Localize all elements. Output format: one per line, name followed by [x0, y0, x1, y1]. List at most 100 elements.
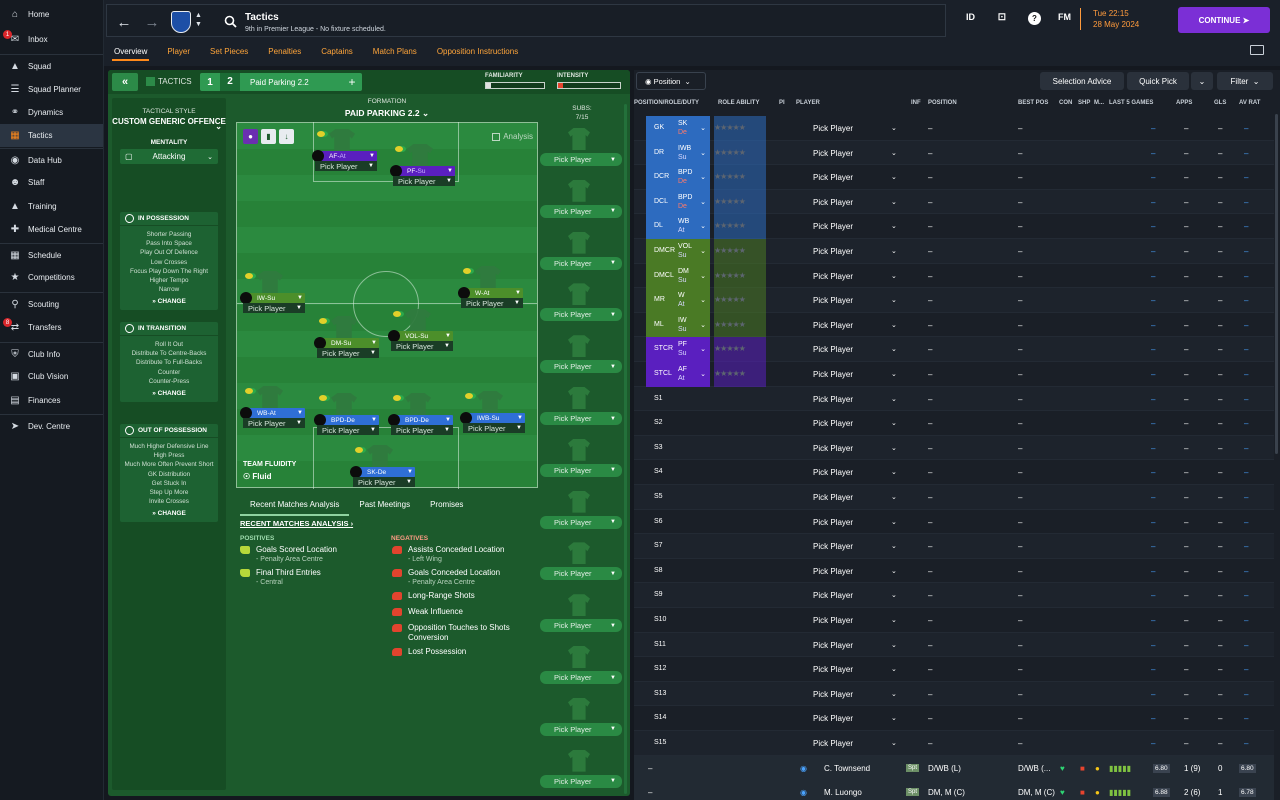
game-date[interactable]: Tue 22:15 28 May 2024 [1080, 8, 1139, 30]
familiarity-bar[interactable] [485, 82, 545, 89]
pick-player-select[interactable]: Pick Player ⌄ [813, 222, 897, 231]
sidebar-item-inbox[interactable]: ✉ Inbox 1 [0, 28, 103, 51]
table-row[interactable]: S7 Pick Player ⌄ – – – – – – [634, 534, 1274, 559]
continue-button[interactable]: CONTINUE ➤ [1178, 7, 1270, 33]
role-duty-select[interactable]: IWB - Su ▼ [460, 412, 525, 424]
column-header[interactable]: BEST POS [1018, 100, 1049, 106]
intensity-bar[interactable] [557, 82, 621, 89]
pitch-slot-sk[interactable]: SK - De ▼ Pick Player ▼ [350, 445, 417, 487]
pick-player-select[interactable]: Pick Player ⌄ [813, 149, 897, 158]
pick-player-select[interactable]: Pick Player ▼ [463, 423, 525, 433]
sidebar-item-dev-centre[interactable]: ➤ Dev. Centre [0, 414, 103, 437]
pick-player-select[interactable]: Pick Player ⌄ [813, 518, 897, 527]
position-view-select[interactable]: ◉ Position ⌄ [636, 72, 706, 90]
pick-player-select[interactable]: Pick Player ⌄ [813, 173, 897, 182]
column-header[interactable]: M... [1094, 100, 1104, 106]
sub-pick-player-select[interactable]: Pick Player ▼ [540, 153, 622, 166]
table-row[interactable]: S1 Pick Player ⌄ – – – – – – [634, 386, 1274, 412]
table-row[interactable]: S12 Pick Player ⌄ – – – – – – [634, 657, 1274, 682]
table-row[interactable]: GK SK De ⌄ ★★★★★ Pick Player ⌄ – – – – – – [634, 116, 1274, 141]
sub-slot[interactable]: Pick Player ▼ [540, 179, 622, 226]
column-header[interactable]: SHP [1078, 100, 1091, 106]
analysis-checkbox[interactable]: Analysis [492, 132, 533, 141]
sidebar-item-medical-centre[interactable]: ✚ Medical Centre [0, 218, 103, 241]
add-tactic-button[interactable]: + [348, 75, 356, 89]
sub-slot[interactable]: Pick Player ▼ [540, 594, 622, 640]
column-header[interactable]: PLAYER [796, 100, 820, 106]
column-header[interactable]: CON [1059, 100, 1073, 106]
tactical-style-select[interactable]: CUSTOM GENERIC OFFENCE ⌄ [112, 117, 226, 131]
table-row[interactable]: DCR BPD De ⌄ ★★★★★ Pick Player ⌄ – – – – – – [634, 165, 1274, 190]
sidebar-item-dynamics[interactable]: ⚭ Dynamics [0, 101, 103, 124]
mentality-select[interactable]: ▢ Attacking ⌄ [120, 149, 218, 164]
collapse-icon[interactable]: « [112, 73, 138, 91]
column-header[interactable]: APPS [1176, 100, 1193, 106]
position-role-duty-select[interactable]: S10 [646, 608, 710, 633]
pick-player-select[interactable]: Pick Player ⌄ [813, 641, 897, 650]
role-duty-select[interactable]: VOL - Su ▼ [388, 330, 453, 342]
table-row[interactable]: S8 Pick Player ⌄ – – – – – – [634, 559, 1274, 584]
position-role-duty-select[interactable]: S14 [646, 706, 710, 731]
table-row[interactable]: STCL AF At ⌄ ★★★★★ Pick Player ⌄ – – – – – – [634, 362, 1274, 387]
position-role-duty-select[interactable]: S15 [646, 731, 710, 756]
pick-player-select[interactable]: Pick Player ⌄ [813, 124, 897, 133]
pick-player-select[interactable]: Pick Player ▼ [391, 425, 453, 435]
table-row[interactable]: S2 Pick Player ⌄ – – – – – – [634, 411, 1274, 436]
sidebar-item-data-hub[interactable]: ◉ Data Hub [0, 148, 103, 171]
dice-icon[interactable]: ⚀ [998, 12, 1006, 22]
sidebar-item-scouting[interactable]: ⚲ Scouting [0, 292, 103, 315]
table-row[interactable]: DMCR VOL Su ⌄ ★★★★★ Pick Player ⌄ – – – – – – [634, 239, 1274, 264]
table-row[interactable]: S3 Pick Player ⌄ – – – – – – [634, 435, 1274, 461]
sub-pick-player-select[interactable]: Pick Player ▼ [540, 412, 622, 425]
pick-player-select[interactable]: Pick Player ⌄ [813, 567, 897, 576]
sidebar-item-tactics[interactable]: ▦ Tactics [0, 124, 103, 148]
id-icon[interactable]: ID [966, 12, 975, 22]
pick-player-select[interactable]: Pick Player ⌄ [813, 591, 897, 600]
tab-overview[interactable]: Overview [112, 43, 150, 61]
sub-pick-player-select[interactable]: Pick Player ▼ [540, 515, 622, 529]
pitch-slot-bpd[interactable]: BPD - De ▼ Pick Player ▼ [388, 393, 455, 435]
table-row[interactable]: S15 Pick Player ⌄ – – – – – – [634, 731, 1274, 756]
sub-slot[interactable]: Pick Player ▼ [540, 283, 622, 329]
tab-set-pieces[interactable]: Set Pieces [210, 47, 249, 56]
sub-slot[interactable]: Pick Player ▼ [540, 387, 622, 433]
quick-pick-button[interactable]: Quick Pick [1127, 72, 1189, 90]
table-row[interactable]: S11 Pick Player ⌄ – – – – – – [634, 632, 1274, 658]
pitch-slot-w[interactable]: W - At ▼ Pick Player ▼ [458, 266, 525, 308]
out-of-possession-change-button[interactable]: » CHANGE [152, 510, 186, 518]
tactic-slot-2[interactable]: 2 [220, 73, 240, 91]
position-role-duty-select[interactable]: S1 [646, 387, 710, 412]
club-crest-icon[interactable] [171, 11, 191, 33]
tab-recent-matches-analysis[interactable]: Recent Matches Analysis [240, 500, 350, 516]
person-icon[interactable]: ● [243, 129, 258, 144]
pick-player-select[interactable]: Pick Player ⌄ [813, 345, 897, 354]
sidebar-item-home[interactable]: ⌂ Home [0, 3, 103, 26]
role-duty-select[interactable]: PF - Su ▼ [390, 165, 455, 177]
pitch[interactable]: ● ▮ ↓ Analysis AF - At ▼ Pick Player ▼ PF - … [236, 122, 538, 489]
sidebar-item-competitions[interactable]: ★ Competitions [0, 266, 103, 289]
column-header[interactable]: AV RAT [1239, 100, 1261, 106]
sidebar-item-club-vision[interactable]: ▣ Club Vision [0, 365, 103, 388]
position-role-duty-select[interactable]: GK SK De ⌄ [646, 116, 710, 141]
table-row[interactable]: DMCL DM Su ⌄ ★★★★★ Pick Player ⌄ – – – – – – [634, 263, 1274, 289]
column-header[interactable]: ROLE ABILITY [718, 100, 760, 106]
pick-player-select[interactable]: Pick Player ⌄ [813, 419, 897, 428]
table-row[interactable]: S6 Pick Player ⌄ – – – – – – [634, 510, 1274, 535]
pick-player-select[interactable]: Pick Player ⌄ [813, 296, 897, 305]
tactic-slot-1[interactable]: 1 [207, 76, 213, 88]
pick-player-select[interactable]: Pick Player ⌄ [813, 468, 897, 477]
column-header[interactable]: GLS [1214, 100, 1227, 106]
pitch-slot-af[interactable]: AF - At ▼ Pick Player ▼ [312, 129, 379, 171]
table-scrollbar[interactable] [1275, 114, 1278, 454]
sub-pick-player-select[interactable]: Pick Player ▼ [540, 204, 622, 218]
help-icon[interactable]: ? [1028, 12, 1041, 25]
quick-pick-chevron-icon[interactable]: ⌄ [1191, 72, 1213, 90]
table-row[interactable]: S13 Pick Player ⌄ – – – – – – [634, 681, 1274, 707]
position-role-duty-select[interactable]: S4 [646, 460, 710, 485]
tab-opposition-instructions[interactable]: Opposition Instructions [436, 47, 519, 56]
pitch-slot-pf[interactable]: PF - Su ▼ Pick Player ▼ [390, 144, 457, 186]
pick-player-select[interactable]: Pick Player ⌄ [813, 198, 897, 207]
table-row[interactable]: S5 Pick Player ⌄ – – – – – – [634, 485, 1274, 510]
bar-chart-icon[interactable]: ▮ [261, 129, 276, 144]
position-role-duty-select[interactable]: DMCL DM Su ⌄ [646, 263, 710, 289]
